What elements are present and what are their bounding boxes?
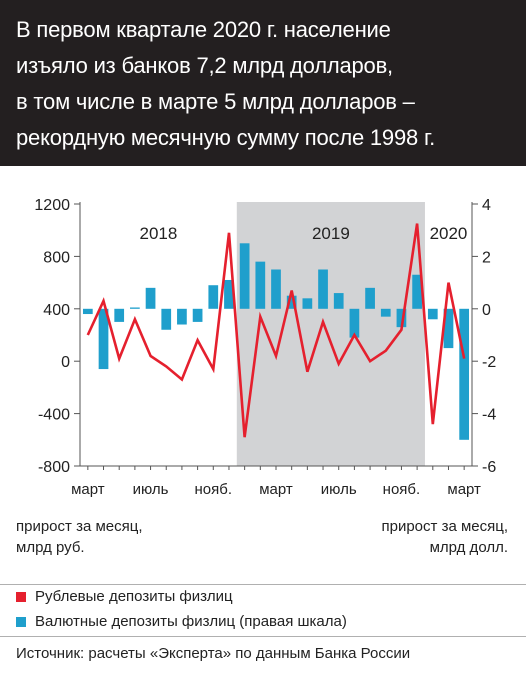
x-axis-tick-label: июль: [321, 481, 357, 498]
bar-fx-deposits: [380, 308, 391, 317]
right-axis-tick-label: -2: [482, 354, 496, 371]
bar-fx-deposits: [271, 269, 281, 309]
header: В первом квартале 2020 г. население изъя…: [0, 0, 526, 166]
x-axis-tick-label: март: [447, 481, 481, 498]
right-axis-tick-label: 4: [482, 197, 491, 214]
legend-swatch-fx: [16, 616, 26, 627]
page-title: В первом квартале 2020 г. население изъя…: [16, 12, 516, 156]
title-line: В первом квартале 2020 г. население: [16, 17, 391, 42]
left-axis-unit-line: млрд руб.: [16, 539, 85, 556]
bar-fx-deposits: [302, 298, 313, 309]
right-axis-tick-label: -4: [482, 407, 496, 424]
legend: Рублевые депозиты физлиц Валютные депози…: [16, 584, 347, 634]
right-axis-unit-line: млрд долл.: [429, 539, 508, 556]
x-axis-tick-label: нояб.: [195, 481, 233, 498]
bar-fx-deposits: [192, 308, 203, 322]
bar-fx-deposits: [396, 308, 407, 328]
x-axis-tick-label: июль: [133, 481, 169, 498]
right-axis-tick-label: 0: [482, 302, 491, 319]
chart-svg: 2018 2019 2020 -800 -400 0 400 800 1200 -6 -4 -2 0 2 4…: [34, 197, 496, 498]
legend-label: Валютные депозиты физлиц (правая шкала): [35, 613, 347, 630]
divider: [0, 584, 526, 585]
right-axis-unit: прирост за месяц, млрд долл.: [382, 516, 509, 558]
x-axis-tick-label: март: [259, 481, 293, 498]
bar-fx-deposits: [443, 308, 454, 349]
title-line: в том числе в марте 5 млрд долларов –: [16, 89, 415, 114]
year-label: 2019: [312, 224, 350, 243]
left-axis-tick-label: 800: [43, 249, 70, 266]
bar-fx-deposits: [130, 307, 140, 309]
title-line: изъяло из банков 7,2 млрд долларов,: [16, 53, 393, 78]
bar-fx-deposits: [427, 308, 438, 320]
bar-fx-deposits: [286, 295, 297, 309]
bar-fx-deposits: [412, 274, 422, 309]
left-axis-unit: прирост за месяц, млрд руб.: [16, 516, 143, 558]
bar-fx-deposits: [333, 293, 344, 309]
left-axis-tick-label: -400: [38, 407, 70, 424]
bar-fx-deposits: [459, 308, 470, 440]
right-axis-tick-label: -6: [482, 459, 496, 476]
left-axis-tick-label: 1200: [34, 197, 70, 214]
bar-fx-deposits: [177, 308, 187, 325]
legend-item-rub: Рублевые депозиты физлиц: [16, 584, 347, 609]
bar-fx-deposits: [239, 243, 250, 309]
bar-fx-deposits: [82, 308, 93, 315]
bar-fx-deposits: [255, 261, 266, 309]
right-axis-tick-label: 2: [482, 249, 491, 266]
x-axis-tick-label: март: [71, 481, 105, 498]
year-label: 2018: [139, 224, 177, 243]
year-label: 2020: [430, 224, 468, 243]
bar-fx-deposits: [349, 308, 360, 338]
bar-fx-deposits: [365, 287, 375, 309]
line-rub-deposits: [86, 223, 466, 438]
left-axis-tick-label: 0: [61, 354, 70, 371]
bar-fx-deposits: [145, 287, 156, 309]
bar-fx-deposits: [224, 279, 234, 309]
x-axis-tick-label: нояб.: [383, 481, 421, 498]
title-line: рекордную месячную сумму после 1998 г.: [16, 125, 436, 150]
source-note: Источник: расчеты «Эксперта» по данным Б…: [16, 645, 411, 662]
divider: [0, 636, 526, 637]
chart-area: 2018 2019 2020 -800 -400 0 400 800 1200 -6 -4 -2 0 2 4…: [0, 166, 526, 584]
bar-fx-deposits: [318, 269, 328, 309]
left-axis-tick-label: -800: [38, 459, 70, 476]
legend-label: Рублевые депозиты физлиц: [35, 588, 233, 605]
legend-swatch-rub: [16, 591, 26, 602]
bar-fx-deposits: [208, 285, 219, 309]
bar-fx-deposits: [98, 308, 109, 370]
left-axis-unit-line: прирост за месяц,: [16, 518, 143, 535]
left-axis-tick-label: 400: [43, 302, 70, 319]
bar-fx-deposits: [114, 308, 125, 322]
right-axis-unit-line: прирост за месяц,: [381, 518, 509, 535]
legend-item-fx: Валютные депозиты физлиц (правая шкала): [16, 609, 347, 634]
bar-fx-deposits: [161, 308, 172, 330]
